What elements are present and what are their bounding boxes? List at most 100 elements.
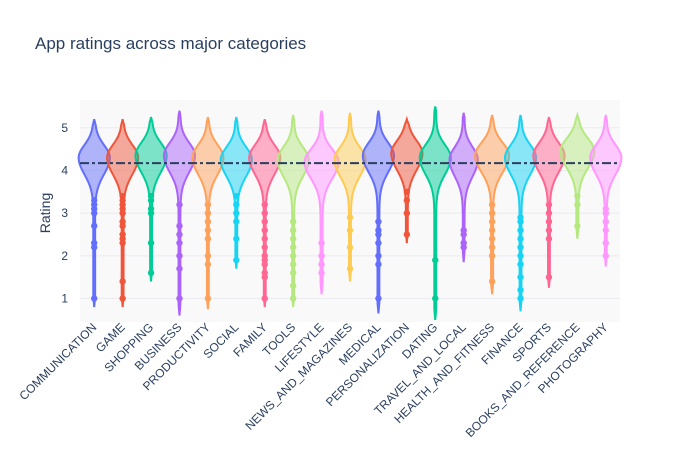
outlier-point	[346, 214, 354, 221]
outlier-point	[346, 244, 354, 251]
y-tick-label: 5	[61, 121, 68, 135]
outlier-point	[403, 231, 411, 238]
outlier-point	[403, 188, 411, 195]
outlier-point	[289, 227, 297, 234]
outlier-point	[375, 252, 382, 260]
outlier-point	[204, 252, 212, 260]
outlier-point	[119, 278, 126, 285]
outlier-point	[261, 201, 268, 208]
outlier-point	[574, 201, 581, 208]
y-tick-label: 1	[61, 292, 68, 306]
y-tick-label: 2	[61, 249, 68, 263]
y-tick-label: 4	[61, 163, 68, 177]
outlier-point	[233, 235, 240, 242]
outlier-point	[517, 214, 524, 221]
outlier-point	[233, 201, 240, 208]
outlier-point	[517, 273, 524, 281]
outlier-point	[318, 261, 325, 268]
outlier-point	[261, 244, 268, 251]
outlier-point	[176, 201, 183, 208]
outlier-point	[460, 239, 467, 247]
outlier-point	[346, 265, 354, 272]
outlier-point	[289, 261, 297, 268]
outlier-point	[261, 209, 268, 217]
violin-shape	[448, 112, 479, 263]
outlier-point	[517, 235, 524, 242]
outlier-point	[204, 295, 212, 302]
outlier-point	[488, 252, 496, 260]
outlier-point	[517, 227, 524, 234]
outlier-point	[233, 218, 240, 225]
outlier-point	[261, 218, 268, 225]
outlier-point	[375, 261, 382, 268]
outlier-point	[488, 227, 496, 234]
outlier-point	[602, 218, 609, 225]
outlier-point	[261, 269, 268, 277]
outlier-point	[233, 256, 240, 264]
y-tick-label: 3	[61, 206, 68, 220]
outlier-point	[318, 269, 325, 277]
outlier-point	[176, 231, 183, 238]
outlier-point	[488, 244, 496, 251]
outlier-point	[289, 218, 297, 225]
outlier-point	[176, 222, 183, 230]
outlier-point	[432, 256, 439, 264]
outlier-point	[375, 218, 382, 225]
violin-shape	[219, 116, 253, 269]
outlier-point	[488, 201, 496, 208]
outlier-point	[346, 227, 354, 234]
outlier-point	[545, 273, 553, 281]
outlier-point	[289, 282, 297, 289]
outlier-point	[204, 218, 212, 225]
outlier-point	[176, 252, 183, 260]
outlier-point	[403, 209, 411, 217]
chart-title: App ratings across major categories	[35, 34, 307, 53]
outlier-point	[318, 239, 325, 247]
violin-shape	[303, 110, 340, 295]
violin-shape	[333, 112, 367, 282]
outlier-point	[488, 209, 496, 217]
outlier-point	[91, 222, 98, 230]
outlier-point	[488, 278, 496, 285]
outlier-point	[574, 192, 581, 200]
outlier-point	[517, 261, 524, 268]
outlier-point	[545, 218, 553, 225]
outlier-point	[517, 244, 524, 251]
outlier-point	[233, 192, 240, 200]
outlier-point	[488, 218, 496, 225]
outlier-point	[261, 252, 268, 260]
outlier-point	[261, 235, 268, 242]
violin-shape	[418, 106, 452, 320]
outlier-point	[517, 286, 524, 294]
outlier-point	[119, 231, 126, 238]
outlier-point	[289, 252, 297, 260]
outlier-point	[147, 239, 155, 247]
outlier-point	[375, 295, 382, 302]
outlier-point	[91, 295, 98, 302]
outlier-point	[545, 209, 553, 217]
y-axis-label: Rating	[37, 193, 53, 233]
outlier-points	[91, 188, 609, 302]
outlier-point	[602, 227, 609, 234]
outlier-point	[517, 295, 524, 302]
outlier-point	[119, 192, 126, 200]
outlier-point	[602, 205, 609, 213]
outlier-point	[545, 235, 553, 242]
outlier-point	[91, 239, 98, 247]
outlier-point	[204, 227, 212, 234]
outlier-point	[119, 218, 126, 225]
outlier-point	[375, 239, 382, 247]
outlier-point	[602, 239, 609, 247]
outlier-point	[460, 227, 467, 234]
outlier-point	[574, 222, 581, 230]
x-tick-label: COMMUNICATION	[17, 320, 100, 403]
outlier-point	[119, 295, 126, 302]
outlier-point	[204, 235, 212, 242]
outlier-point	[261, 227, 268, 234]
outlier-point	[375, 227, 382, 234]
outlier-point	[147, 269, 155, 277]
outlier-point	[545, 227, 553, 234]
outlier-point	[432, 295, 439, 302]
